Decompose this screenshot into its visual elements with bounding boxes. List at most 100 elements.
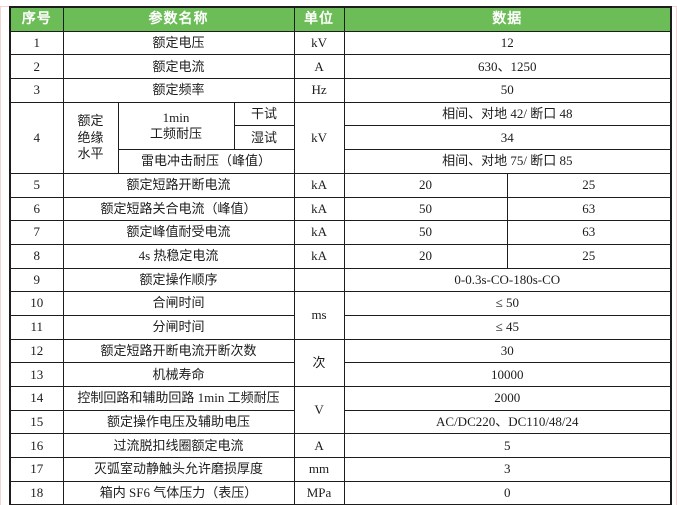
header-cell-param: 参数名称	[62, 6, 295, 32]
cell-data: 相间、对地 42/ 断口 48	[343, 101, 672, 127]
table-row: 6 额定短路关合电流（峰值） kA 50 63	[9, 196, 672, 222]
table-row: 18 箱内 SF6 气体压力（表压） MPa 0	[9, 480, 672, 505]
cell-data: 0	[343, 480, 672, 505]
cell-data: 10000	[343, 362, 672, 387]
table-row: 12 额定短路开断电流开断次数 次 30	[9, 338, 672, 388]
cell-row-number: 5	[9, 172, 64, 198]
cell-unit: kA	[293, 172, 345, 198]
cell-data: 630、1250	[343, 54, 672, 80]
cell-row-number: 8	[9, 243, 64, 269]
table-row: 11 分闸时间 ≤ 45	[9, 314, 672, 340]
cell-unit: kV	[293, 101, 345, 174]
table-row: 15 额定操作电压及辅助电压 AC/DC220、DC110/48/24	[9, 409, 672, 435]
cell-insulation-group: 额定 绝缘 水平	[62, 101, 119, 174]
cell-data-right: 25	[506, 243, 672, 269]
cell-data: 0-0.3s-CO-180s-CO	[343, 267, 672, 293]
cell-lightning-impulse: 雷电冲击耐压（峰值）	[117, 149, 295, 174]
cell-data-right: 63	[506, 220, 672, 245]
cell-data-right: 25	[506, 172, 672, 198]
cell-unit: MPa	[293, 480, 345, 505]
table-row: 10 合闸时间 ms ≤ 50	[9, 291, 672, 340]
cell-row-number: 4	[9, 101, 64, 174]
cell-param-name: 额定操作顺序	[62, 267, 295, 293]
table-row: 1 额定电压 kV 12	[9, 30, 672, 56]
cell-unit	[293, 267, 345, 293]
cell-param-name: 额定短路开断电流开断次数	[62, 338, 295, 364]
cell-param-name: 额定操作电压及辅助电压	[62, 409, 295, 435]
table-row: 8 4s 热稳定电流 kA 20 25	[9, 243, 672, 269]
cell-param-name: 额定短路开断电流	[62, 172, 295, 198]
cell-param-name: 额定频率	[62, 78, 295, 103]
cell-param-name: 4s 热稳定电流	[62, 243, 295, 269]
cell-unit: A	[293, 433, 345, 459]
cell-unit: mm	[293, 457, 345, 482]
cell-data: 5	[343, 433, 672, 459]
table-row: 14 控制回路和辅助回路 1min 工频耐压 V 2000	[9, 385, 672, 435]
header-cell-unit: 单位	[293, 6, 345, 32]
table-row: 16 过流脱扣线圈额定电流 A 5	[9, 433, 672, 459]
cell-row-number: 15	[9, 409, 64, 435]
cell-param-name: 额定峰值耐受电流	[62, 220, 295, 245]
cell-wet-test: 湿试	[233, 125, 295, 151]
cell-row-number: 11	[9, 314, 64, 340]
table-row: 9 额定操作顺序 0-0.3s-CO-180s-CO	[9, 267, 672, 293]
cell-param-name: 控制回路和辅助回路 1min 工频耐压	[62, 386, 295, 411]
cell-row-number: 1	[9, 30, 64, 56]
cell-unit: kA	[293, 196, 345, 222]
cell-row-number: 6	[9, 196, 64, 222]
cell-data: 12	[343, 30, 672, 56]
cell-data: 相间、对地 75/ 断口 85	[343, 149, 672, 174]
cell-row-number: 7	[9, 220, 64, 245]
table-row: 4 额定 绝缘 水平 1min 工频耐压 干试 kV 相间、对地 42/ 断口 …	[9, 101, 672, 174]
cell-data: 34	[343, 125, 672, 151]
cell-data-left: 20	[343, 172, 508, 198]
cell-row-number: 18	[9, 480, 64, 505]
spec-table: 序号 参数名称 单位 数据 1 额定电压 kV 12 2 额定电流 A 630、…	[9, 6, 673, 505]
cell-unit: V	[293, 385, 345, 435]
cell-data-left: 20	[343, 243, 508, 269]
cell-data: 30	[343, 338, 672, 364]
cell-data: 50	[343, 78, 672, 103]
cell-data: ≤ 50	[343, 291, 672, 316]
cell-param-name: 额定电压	[62, 30, 295, 56]
table-row: 13 机械寿命 10000	[9, 362, 672, 387]
cell-param-name: 过流脱扣线圈额定电流	[62, 433, 295, 459]
cell-row-number: 2	[9, 54, 64, 80]
table-row: 5 额定短路开断电流 kA 20 25	[9, 172, 672, 198]
header-cell-no: 序号	[9, 6, 64, 32]
table-row: 湿试 34	[10, 125, 672, 151]
cell-param-name: 机械寿命	[62, 362, 295, 387]
cell-row-number: 9	[9, 267, 64, 293]
cell-data: 2000	[343, 386, 672, 411]
cell-param-name: 额定短路关合电流（峰值）	[62, 196, 295, 222]
cell-row-number: 12	[9, 338, 64, 364]
cell-param-name: 合闸时间	[62, 291, 295, 316]
table-row: 7 额定峰值耐受电流 kA 50 63	[9, 220, 672, 245]
cell-row-number: 17	[9, 457, 64, 482]
cell-data: AC/DC220、DC110/48/24	[343, 409, 672, 435]
cell-row-number: 10	[9, 291, 64, 316]
cell-row-number: 3	[9, 78, 64, 103]
cell-unit: ms	[293, 291, 345, 340]
cell-param-name: 额定电流	[62, 54, 295, 80]
cell-row-number: 14	[9, 386, 64, 411]
cell-param-name: 分闸时间	[62, 314, 295, 340]
cell-power-freq-withstand: 1min 工频耐压	[117, 101, 235, 151]
table-row: 3 额定频率 Hz 50	[9, 78, 672, 103]
cell-data-left: 50	[343, 220, 508, 245]
cell-row-number: 16	[9, 433, 64, 459]
cell-param-name: 灭弧室动静触头允许磨损厚度	[62, 457, 295, 482]
cell-data-left: 50	[343, 196, 508, 222]
cell-unit: Hz	[293, 78, 345, 103]
cell-data: ≤ 45	[343, 314, 672, 340]
cell-unit: A	[293, 54, 345, 80]
cell-data-right: 63	[506, 196, 672, 222]
cell-unit: 次	[293, 338, 345, 388]
cell-unit: kA	[293, 220, 345, 245]
cell-data: 3	[343, 457, 672, 482]
table-header-row: 序号 参数名称 单位 数据	[9, 6, 672, 32]
header-cell-data: 数据	[343, 6, 672, 32]
table-row: 2 额定电流 A 630、1250	[9, 54, 672, 80]
page: { "colors": { "header_bg": "#6CBC58", "h…	[0, 6, 677, 505]
table-row: 雷电冲击耐压（峰值） 相间、对地 75/ 断口 85	[10, 149, 672, 174]
